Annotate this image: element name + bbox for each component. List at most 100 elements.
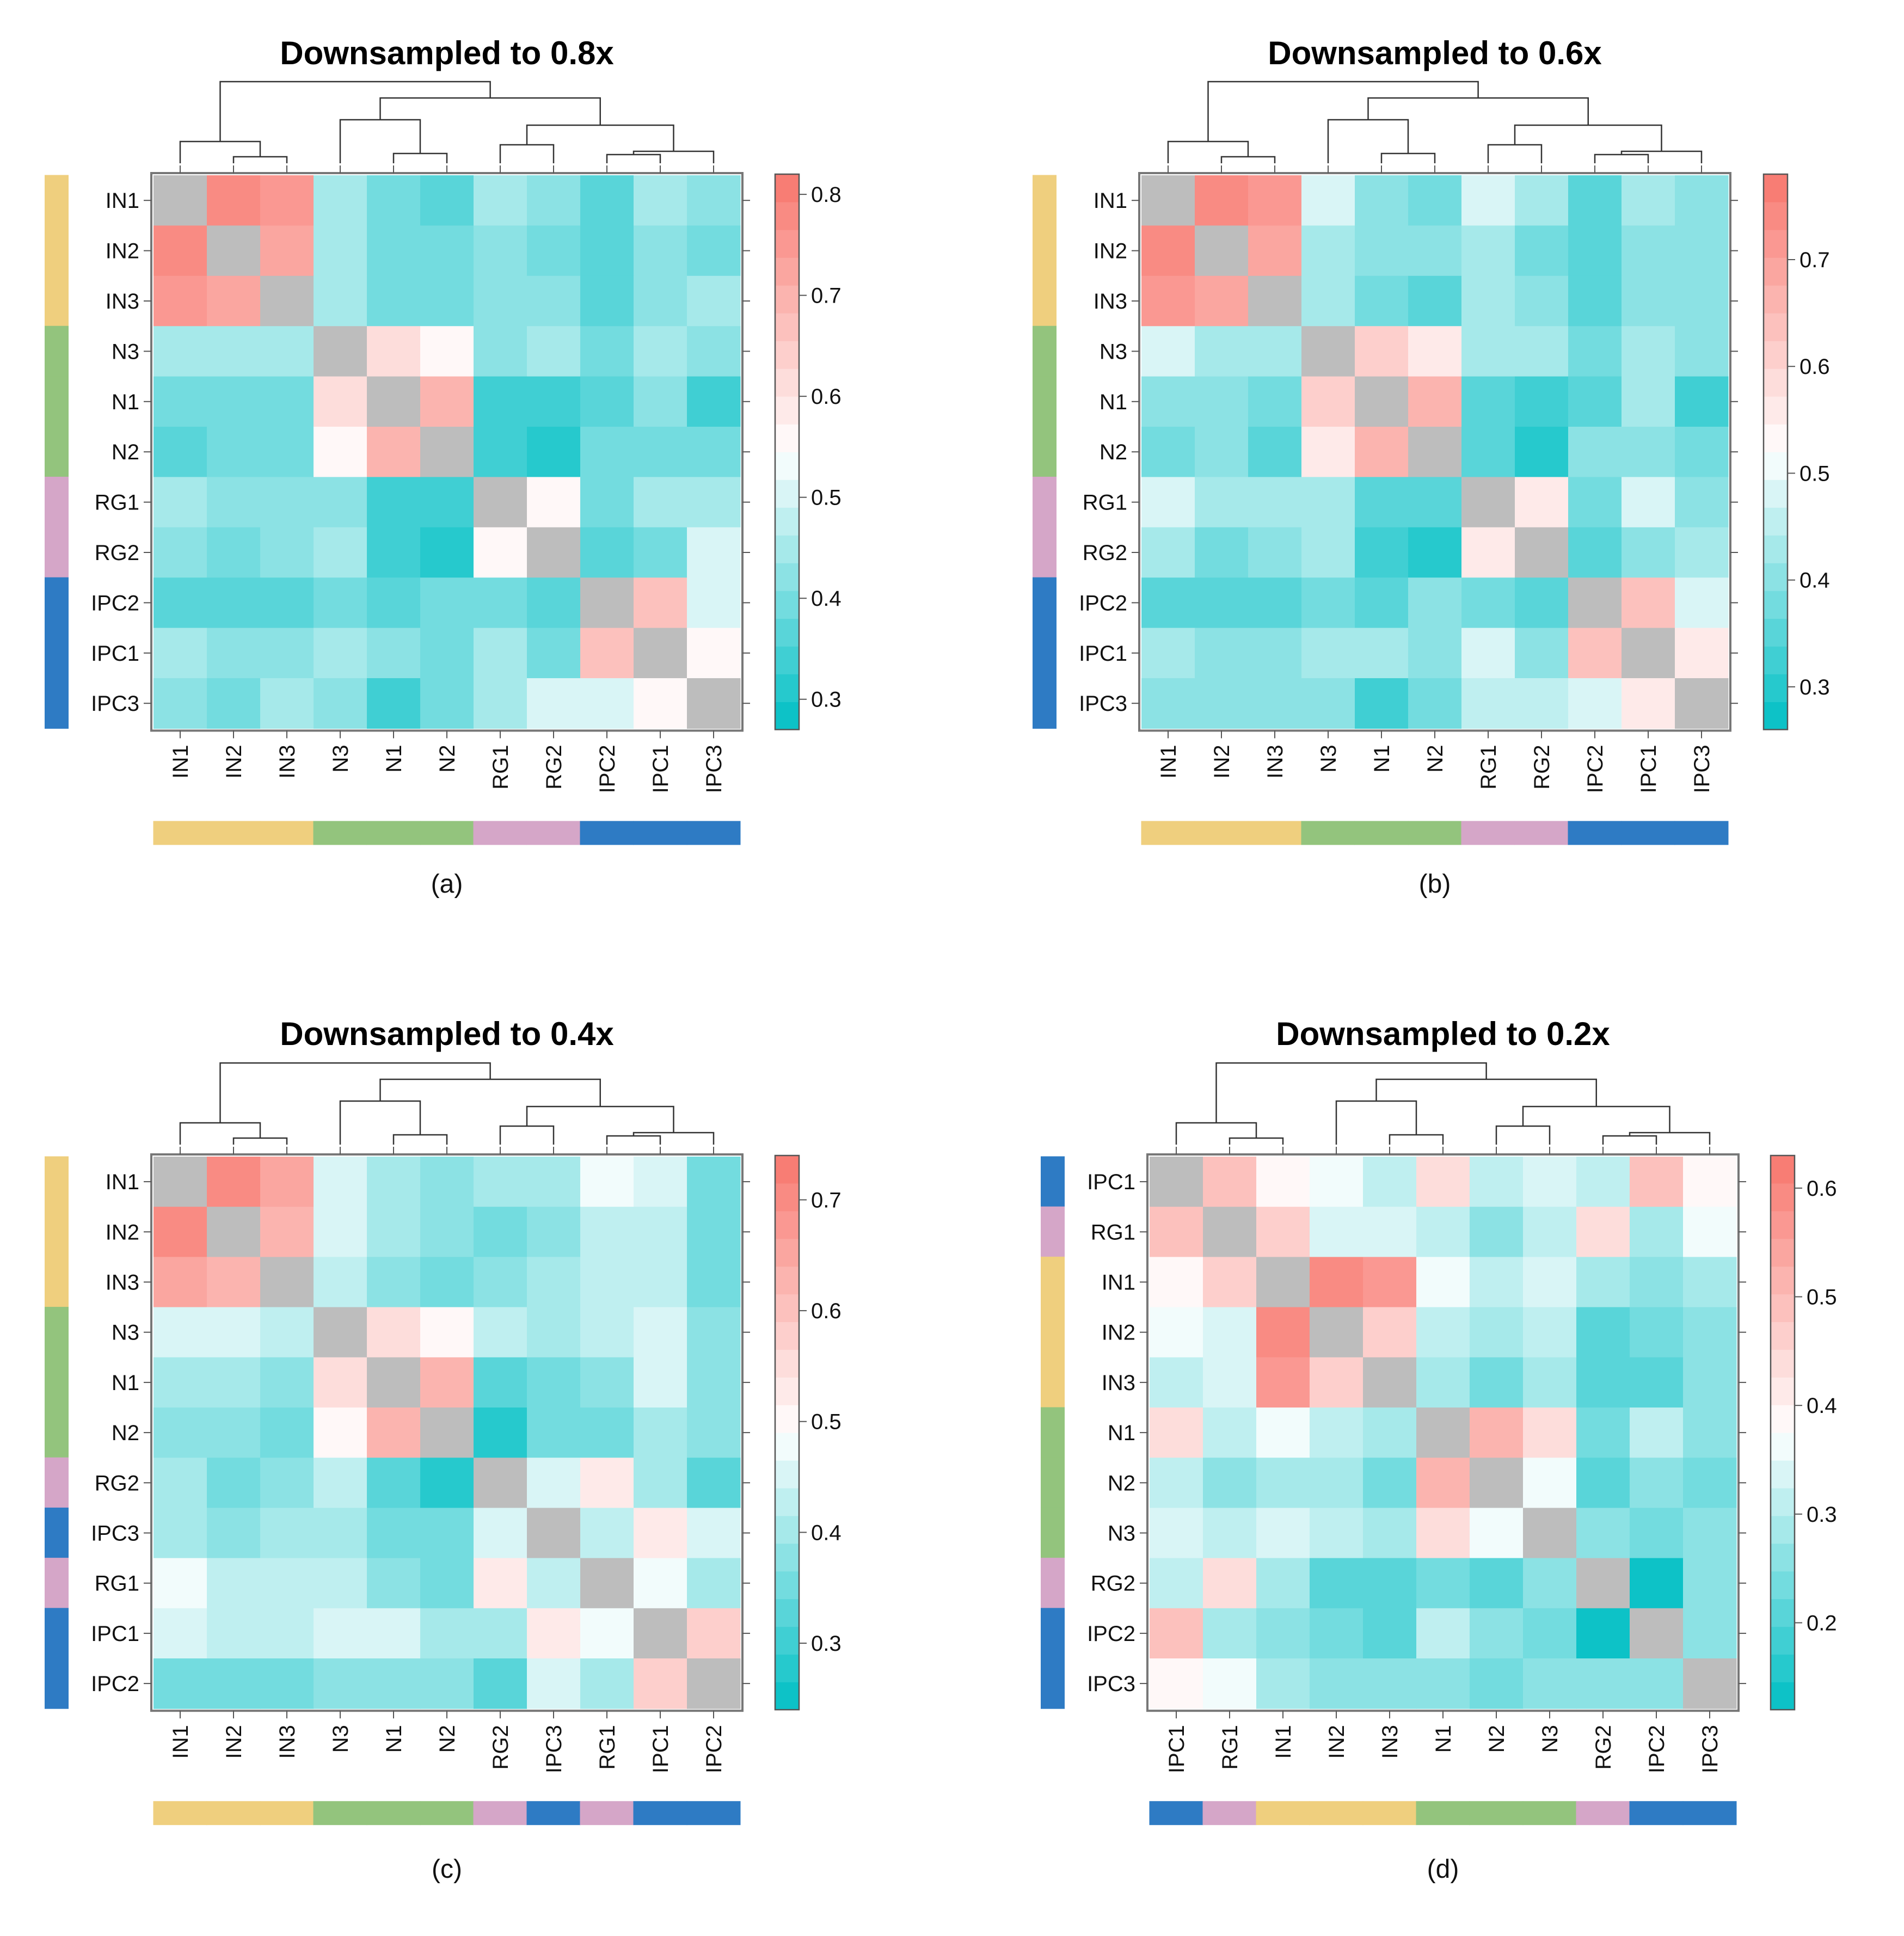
colorbar-tick-label: 0.3 xyxy=(811,1632,842,1656)
heatmap-cell-r9-c10 xyxy=(1622,577,1675,629)
colorbar-swatch xyxy=(775,1183,799,1212)
heatmap-cell-r7-c9 xyxy=(580,477,634,528)
colorbar-swatch xyxy=(775,424,799,452)
heatmap-cell-r11-c4 xyxy=(314,1658,367,1709)
heatmap-cell-r6-c1 xyxy=(153,427,207,477)
heatmap-cell-r4-c2 xyxy=(1195,326,1249,377)
heatmap-cell-r9-c11 xyxy=(1675,577,1729,629)
heatmap-cell-r3-c9 xyxy=(1576,1257,1630,1308)
heatmap-cell-r3-c3 xyxy=(1256,1257,1310,1308)
col-label: IPC1 xyxy=(1637,745,1661,793)
colorbar-frame xyxy=(1770,1154,1796,1711)
heatmap-cell-r6-c4 xyxy=(1301,427,1355,477)
heatmap-cell-r11-c5 xyxy=(367,1658,421,1709)
col-label: RG2 xyxy=(489,1725,513,1769)
heatmap-cell-r8-c4 xyxy=(1301,527,1355,578)
heatmap-cell-r2-c3 xyxy=(1256,1207,1310,1257)
panel-title: Downsampled to 0.2x xyxy=(1276,1016,1610,1052)
heatmap-cell-r7-c8 xyxy=(527,477,581,528)
heatmap-cell-r9-c5 xyxy=(1355,577,1409,629)
heatmap-cell-r5-c7 xyxy=(1470,1357,1524,1408)
heatmap-cell-r7-c2 xyxy=(207,477,261,528)
heatmap-cell-r8-c6 xyxy=(1408,527,1462,578)
heatmap-cell-r5-c9 xyxy=(1568,376,1622,427)
col-group-bar-n xyxy=(420,821,474,845)
heatmap-cell-r2-c8 xyxy=(527,1207,581,1257)
colorbar-swatch xyxy=(775,452,799,480)
row-label: N2 xyxy=(1108,1471,1135,1495)
heatmap-cell-r3-c9 xyxy=(1568,275,1622,327)
heatmap-cell-r7-c4 xyxy=(1301,477,1355,528)
heatmap-cell-r2-c11 xyxy=(687,1207,741,1257)
heatmap-cell-r2-c5 xyxy=(1363,1207,1417,1257)
heatmap-cell-r4-c3 xyxy=(1248,326,1302,377)
heatmap-cell-r6-c7 xyxy=(1461,427,1515,477)
colorbar-swatch xyxy=(1771,1238,1795,1267)
colorbar-swatch xyxy=(775,341,799,369)
heatmap-cell-r8-c1 xyxy=(1141,527,1195,578)
heatmap-cell-r3-c11 xyxy=(687,1257,741,1308)
row-label: IPC3 xyxy=(91,692,139,716)
colorbar-tick-label: 0.3 xyxy=(1799,675,1830,699)
colorbar-swatch xyxy=(775,313,799,341)
heatmap-cell-r9-c3 xyxy=(260,577,314,629)
heatmap-cell-r8-c2 xyxy=(1203,1508,1257,1559)
colorbar-tick-label: 0.4 xyxy=(811,587,842,611)
heatmap-cell-r7-c9 xyxy=(1568,477,1622,528)
colorbar-swatch xyxy=(775,702,799,730)
dendrogram-branch xyxy=(379,1078,601,1107)
heatmap-cell-r8-c11 xyxy=(687,527,741,578)
col-label: N2 xyxy=(435,1725,459,1753)
heatmap-cell-r11-c7 xyxy=(474,678,527,729)
heatmap-cell-r5-c7 xyxy=(474,376,527,427)
heatmap-cell-r9-c6 xyxy=(1416,1558,1470,1609)
heatmap-cell-r6-c1 xyxy=(1141,427,1195,477)
heatmap-cell-r11-c3 xyxy=(1248,678,1302,729)
row-label: IPC1 xyxy=(1087,1170,1135,1194)
heatmap-cell-r1-c10 xyxy=(1630,1157,1684,1207)
row-label: N3 xyxy=(112,1321,139,1345)
colorbar-tick-label: 0.7 xyxy=(811,1188,842,1212)
heatmap-cell-r11-c9 xyxy=(580,1658,634,1709)
row-group-bar-n xyxy=(1041,1507,1065,1559)
heatmap-cell-r1-c10 xyxy=(634,175,687,226)
row-label: IPC3 xyxy=(91,1522,139,1546)
heatmap-cell-r6-c7 xyxy=(1470,1408,1524,1458)
dendrogram xyxy=(1175,1062,1711,1145)
heatmap-cell-r8-c6 xyxy=(420,527,474,578)
heatmap-cell-r11-c10 xyxy=(1622,678,1675,729)
colorbar-swatch xyxy=(1764,535,1788,563)
heatmap-cell-r5-c3 xyxy=(1248,376,1302,427)
heatmap-cell-r11-c6 xyxy=(420,1658,474,1709)
heatmap-cell-r5-c8 xyxy=(1523,1357,1577,1408)
dendrogram-branch xyxy=(1167,140,1249,163)
heatmap-cell-r6-c1 xyxy=(1150,1408,1203,1458)
colorbar-tick-label: 0.2 xyxy=(1807,1611,1837,1635)
heatmap-cell-r7-c5 xyxy=(367,1458,421,1508)
heatmap-panel-2: Downsampled to 0.6x IN1 IN2 IN3 N3 N1 N2 RG1 RG2… xyxy=(1033,35,1830,899)
col-label: IN2 xyxy=(1325,1725,1349,1759)
row-label: RG2 xyxy=(95,1471,139,1495)
heatmap-cell-r9-c1 xyxy=(153,1558,207,1609)
heatmap-cell-r2-c3 xyxy=(260,1207,314,1257)
colorbar-swatch xyxy=(1764,285,1788,314)
heatmap-cell-r6-c11 xyxy=(1683,1408,1737,1458)
heatmap-cell-r10-c3 xyxy=(1256,1608,1310,1659)
colorbar-swatch xyxy=(775,1294,799,1323)
heatmap-cell-r9-c8 xyxy=(1523,1558,1577,1609)
row-group-bar-ipc xyxy=(45,628,69,679)
heatmap-cell-r3-c10 xyxy=(1622,275,1675,327)
heatmap-cell-r6-c6 xyxy=(420,427,474,477)
heatmap-cell-r3-c11 xyxy=(687,275,741,327)
col-group-bar-n xyxy=(313,821,367,845)
heatmap-cell-r9-c7 xyxy=(1470,1558,1524,1609)
col-label: N1 xyxy=(382,1725,406,1753)
heatmap-cell-r5-c8 xyxy=(1515,376,1569,427)
heatmap-cell-r11-c5 xyxy=(1363,1658,1417,1709)
colorbar-swatch xyxy=(1771,1682,1795,1710)
heatmap-cell-r11-c5 xyxy=(367,678,421,729)
heatmap-cell-r10-c5 xyxy=(367,1608,421,1659)
heatmap-cell-r11-c11 xyxy=(1683,1658,1737,1709)
heatmap-cell-r11-c8 xyxy=(527,1658,581,1709)
colorbar-tick-label: 0.4 xyxy=(811,1521,842,1545)
